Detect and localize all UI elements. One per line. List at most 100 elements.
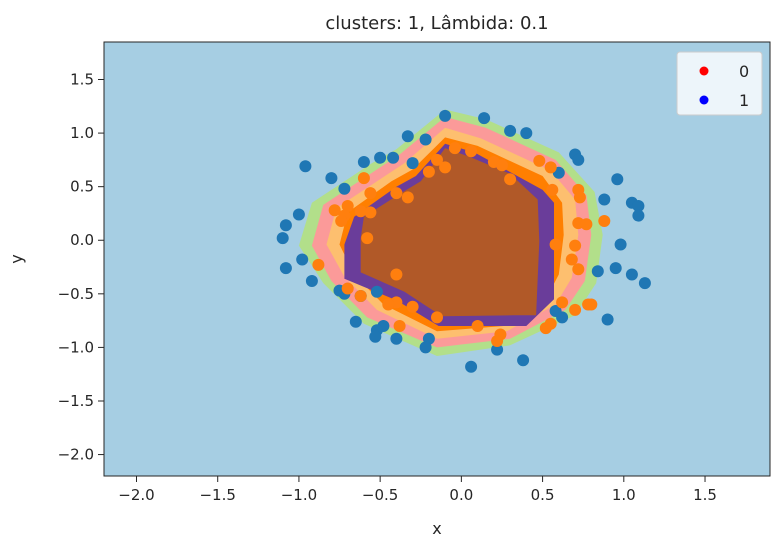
series-1-point xyxy=(431,153,443,166)
series-0-point xyxy=(517,354,530,367)
y-tick-label: 1.5 xyxy=(70,71,94,89)
series-1-point xyxy=(401,191,414,204)
y-tick-label: −0.5 xyxy=(58,285,94,303)
series-1-point xyxy=(471,320,484,332)
legend-label-0: 0 xyxy=(739,62,749,81)
series-0-point xyxy=(369,330,382,343)
series-0-point xyxy=(387,151,400,164)
series-0-point xyxy=(349,315,362,328)
series-1-point xyxy=(357,172,370,185)
y-axis-label: y xyxy=(7,254,26,263)
series-1-point xyxy=(390,268,403,281)
series-0-point xyxy=(305,275,318,287)
series-1-point xyxy=(406,300,419,313)
series-1-point xyxy=(393,320,406,332)
series-1-point xyxy=(572,263,585,276)
series-0-point xyxy=(632,200,645,212)
series-1-point xyxy=(569,239,582,252)
series-1-point xyxy=(431,311,443,324)
series-0-point xyxy=(279,219,292,232)
series-1-point xyxy=(448,142,461,155)
series-1-point xyxy=(382,298,395,311)
series-0-point xyxy=(556,311,569,324)
series-0-point xyxy=(611,173,624,186)
series-1-point xyxy=(598,215,611,227)
plot-frame xyxy=(103,41,771,477)
y-tick-label: 0.0 xyxy=(70,231,94,249)
legend-box xyxy=(676,51,763,116)
series-1-point xyxy=(544,317,557,330)
x-tick-label: 0.5 xyxy=(531,486,555,504)
series-0-point xyxy=(598,193,611,206)
series-0-point xyxy=(374,151,387,164)
x-tick-label: 1.5 xyxy=(693,486,717,504)
series-0-point xyxy=(390,332,403,345)
series-0-point xyxy=(406,157,419,170)
y-tick-label: 1.0 xyxy=(70,124,94,142)
series-1-point xyxy=(465,145,478,158)
series-1-point xyxy=(569,303,582,316)
series-1-point xyxy=(544,161,557,174)
series-1-point xyxy=(364,187,377,200)
x-axis-label: x xyxy=(432,519,441,538)
series-1-point xyxy=(341,282,354,295)
x-tick-label: −2.0 xyxy=(118,486,154,504)
series-1-point xyxy=(364,206,377,219)
y-tick-label: −1.0 xyxy=(58,338,94,356)
series-0-point xyxy=(609,262,622,275)
series-1-point xyxy=(312,258,325,271)
chart-title: clusters: 1, Lâmbida: 0.1 xyxy=(325,13,548,34)
series-0-point xyxy=(625,268,638,281)
series-0-point xyxy=(279,262,292,275)
series-1-point xyxy=(573,191,586,204)
x-tick-label: −1.0 xyxy=(281,486,317,504)
series-0-point xyxy=(296,253,309,266)
series-1-point xyxy=(335,215,348,227)
series-0-point xyxy=(601,313,614,326)
series-1-point xyxy=(354,290,367,302)
series-0-point xyxy=(632,209,645,222)
series-1-point xyxy=(549,238,562,251)
series-0-point xyxy=(419,341,432,354)
series-0-point xyxy=(591,265,604,278)
series-0-point xyxy=(338,182,351,195)
series-1-point xyxy=(390,187,403,200)
series-0-point xyxy=(520,127,533,140)
series-1-point xyxy=(439,161,452,174)
series-1-point xyxy=(546,183,559,196)
series-0-point xyxy=(572,153,585,166)
series-1-point xyxy=(341,200,354,212)
series-0-point xyxy=(419,133,432,146)
y-tick-label: −2.0 xyxy=(58,446,94,464)
x-tick-label: −0.5 xyxy=(362,486,398,504)
y-axis-ticks: 1.5 1.0 0.5 0.0 −0.5 −1.0 −1.5 −2.0 xyxy=(58,71,104,464)
series-0-point xyxy=(638,277,651,290)
series-0-point xyxy=(478,112,491,125)
series-1-point xyxy=(354,205,367,218)
series-1-point xyxy=(565,253,578,266)
series-1-point xyxy=(361,232,374,245)
series-1-point xyxy=(328,204,341,217)
scatter-points xyxy=(276,109,651,373)
series-0-point xyxy=(370,285,383,298)
x-tick-label: 1.0 xyxy=(612,486,636,504)
x-axis-ticks: −2.0 −1.5 −1.0 −0.5 0.0 0.5 1.0 1.5 xyxy=(118,476,717,504)
series-1-point xyxy=(504,173,517,186)
legend-marker-1 xyxy=(699,95,709,105)
series-0-point xyxy=(292,208,305,221)
series-0-point xyxy=(357,156,370,168)
series-0-point xyxy=(299,160,312,173)
series-0-point xyxy=(325,172,338,185)
series-1-point xyxy=(491,335,504,347)
series-0-point xyxy=(401,130,414,143)
series-1-point xyxy=(422,165,435,178)
y-tick-label: −1.5 xyxy=(58,392,94,410)
y-tick-label: 0.5 xyxy=(70,178,94,196)
x-tick-label: −1.5 xyxy=(199,486,235,504)
series-0-point xyxy=(439,109,452,122)
series-0-point xyxy=(465,360,478,373)
legend-marker-0 xyxy=(699,66,709,76)
series-1-point xyxy=(580,218,593,231)
series-0-point xyxy=(491,343,504,356)
x-tick-label: 0.0 xyxy=(449,486,473,504)
